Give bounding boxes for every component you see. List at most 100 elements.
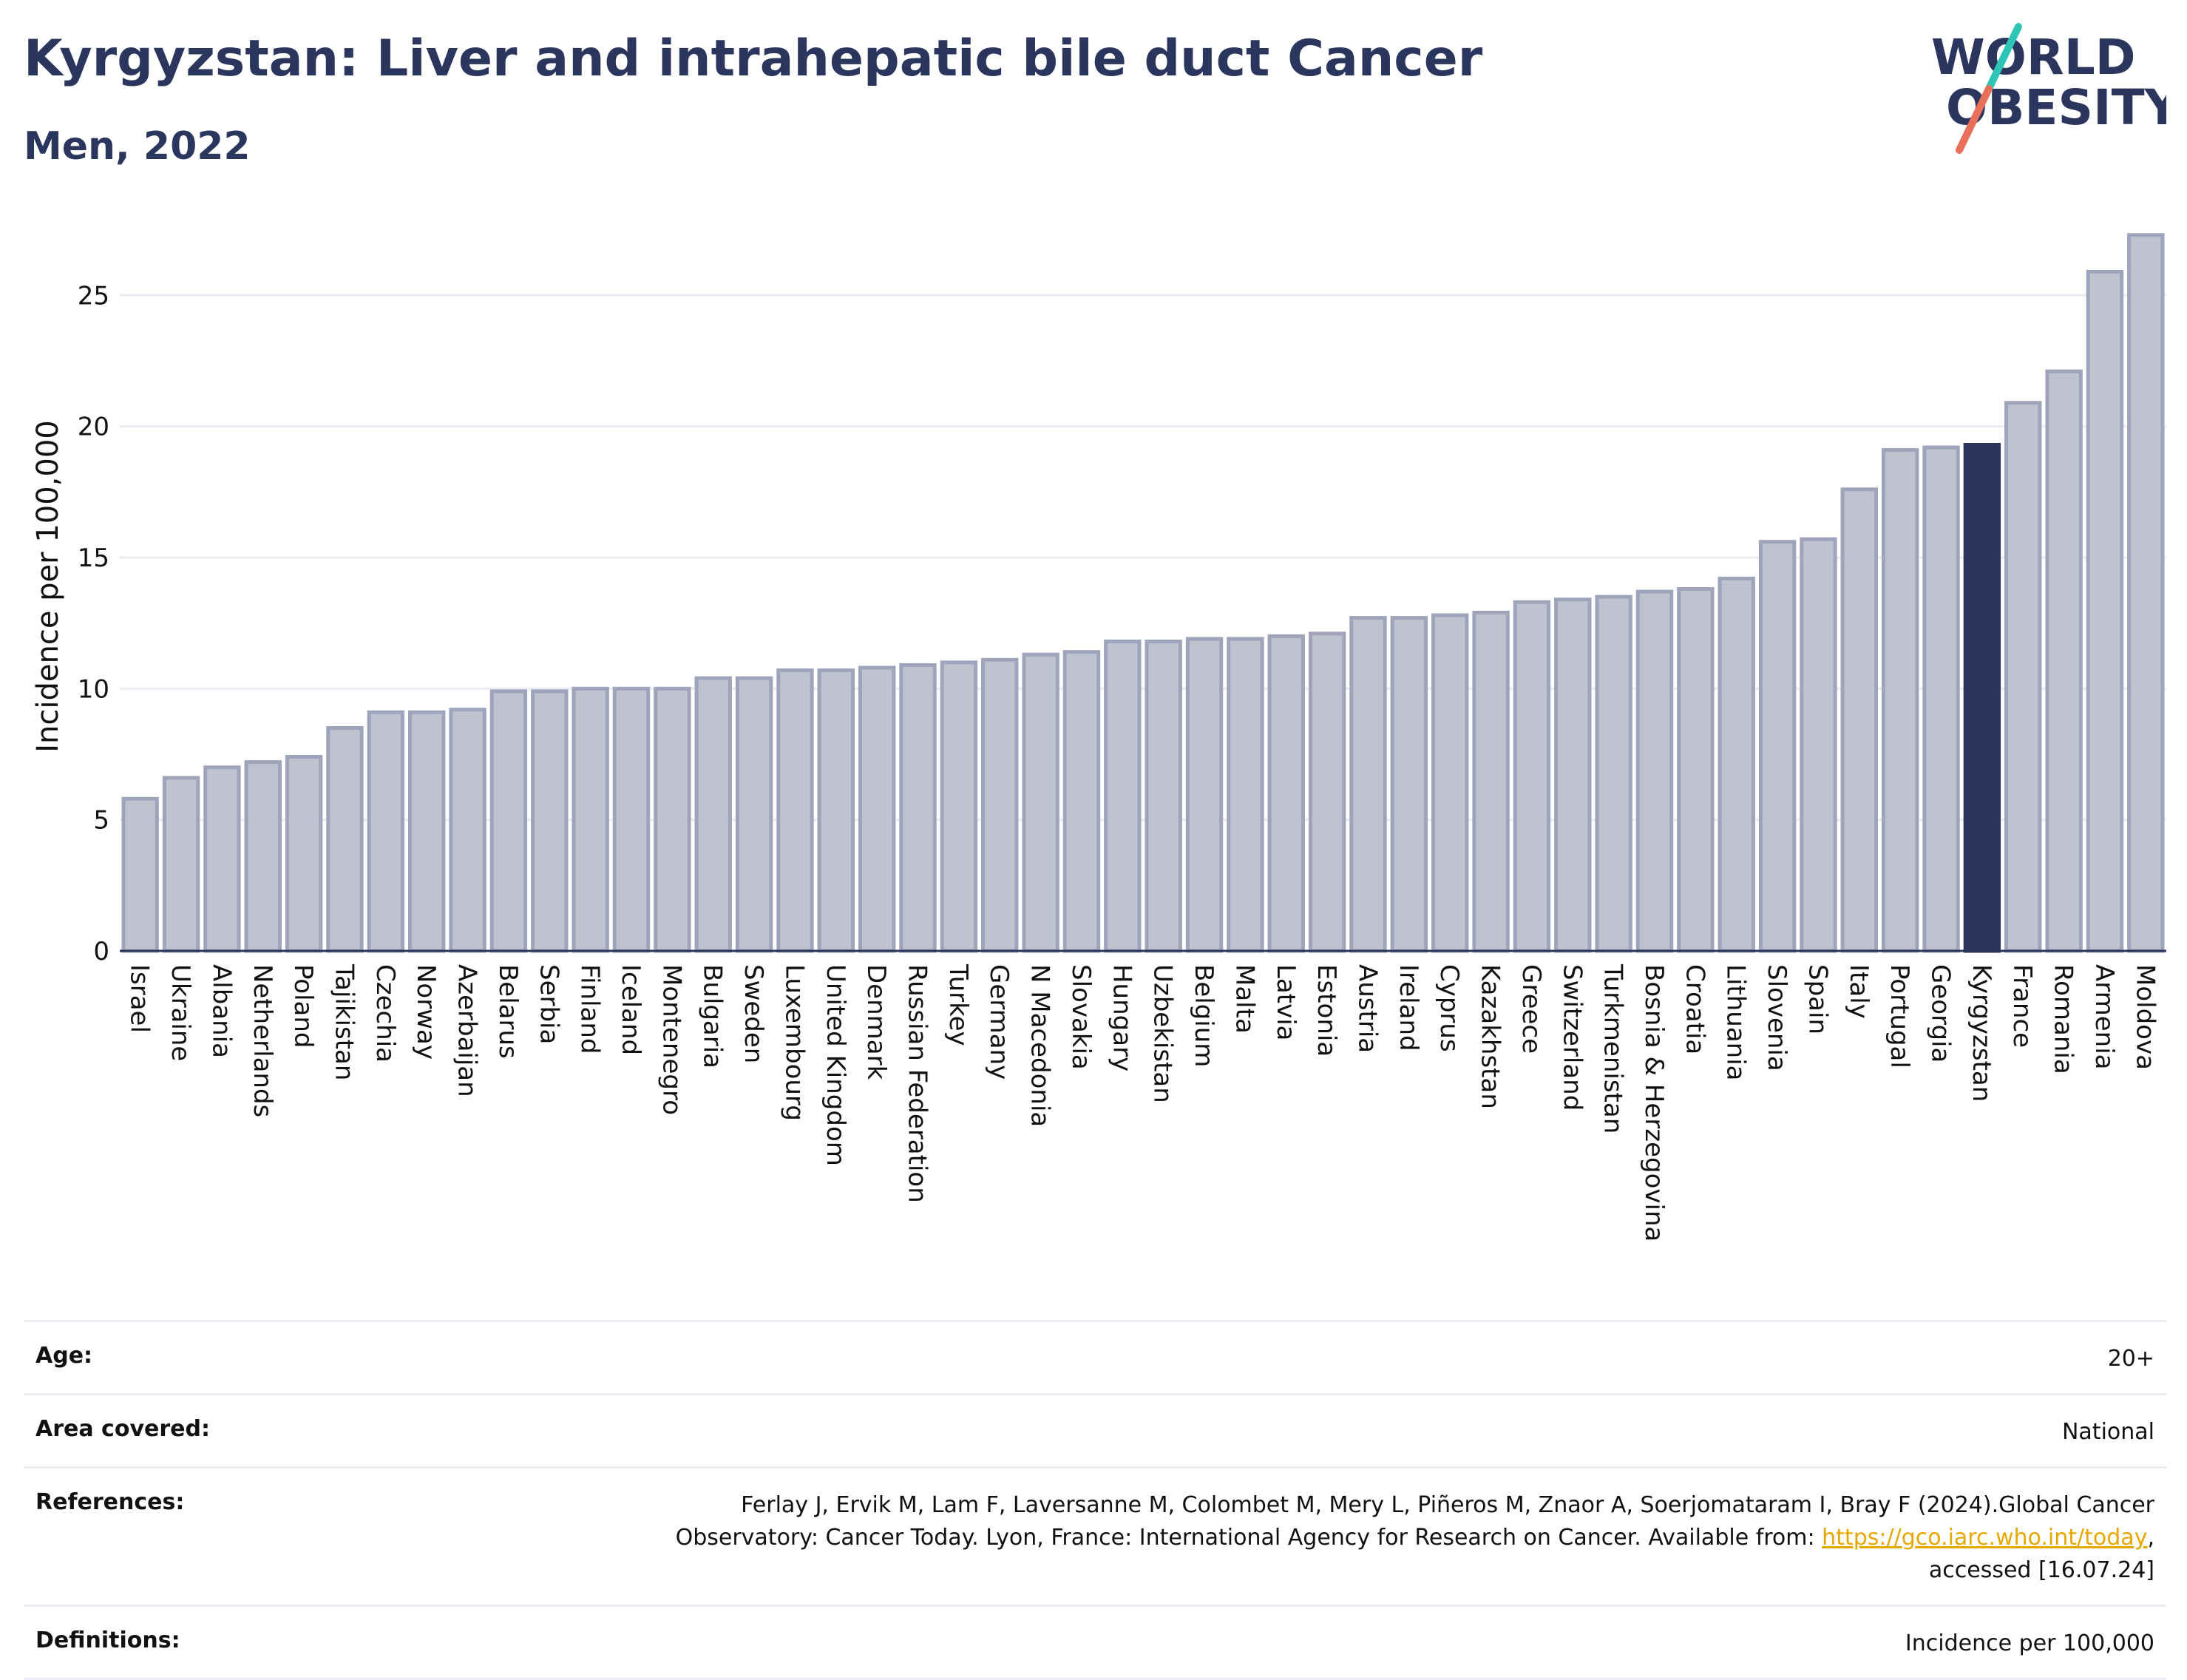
bar-poland <box>285 755 323 953</box>
y-axis-ticks: 0 5 10 15 20 25 <box>78 281 109 966</box>
x-tick-label: Ireland <box>1394 964 1423 1051</box>
x-tick-label: Austria <box>1352 964 1382 1053</box>
x-tick-label: Denmark <box>861 964 891 1080</box>
age-value: 20+ <box>2107 1346 2154 1372</box>
bar-denmark <box>858 665 896 953</box>
bar-moldova <box>2127 233 2165 953</box>
y-tick-label: 5 <box>93 806 109 836</box>
bar-latvia <box>1267 634 1305 953</box>
x-tick-label: Slovakia <box>1066 964 1096 1070</box>
bar-slovakia <box>1062 650 1101 953</box>
x-tick-label: Latvia <box>1271 964 1301 1041</box>
info-row-area: Area covered: National <box>24 1393 2166 1466</box>
x-tick-label: France <box>2007 964 2037 1048</box>
bar-azerbaijan <box>449 708 486 953</box>
x-tick-label: Slovenia <box>1762 964 1791 1071</box>
bar-malta <box>1227 637 1264 953</box>
bar-czechia <box>367 710 405 953</box>
area-value: National <box>2061 1419 2154 1445</box>
x-tick-label: Iceland <box>616 964 645 1055</box>
bar-ireland <box>1390 616 1428 953</box>
x-tick-label: Montenegro <box>657 964 686 1115</box>
x-tick-label: Turkey <box>943 963 973 1046</box>
y-tick-label: 0 <box>93 937 109 966</box>
bar-norway <box>408 710 446 953</box>
x-tick-label: Switzerland <box>1557 964 1587 1111</box>
logo-line-world: WORLD <box>1931 29 2136 86</box>
y-axis-title: Incidence per 100,000 <box>31 420 65 753</box>
x-tick-label: Spain <box>1803 964 1832 1034</box>
bar-montenegro <box>654 686 691 953</box>
y-tick-label: 10 <box>78 674 109 704</box>
x-tick-label: Lithuania <box>1721 964 1751 1080</box>
references-text-2: Observatory: Cancer Today. Lyon, France:… <box>675 1525 1822 1551</box>
x-tick-label: Germany <box>984 964 1014 1080</box>
x-tick-label: N Macedonia <box>1025 964 1055 1127</box>
bar-switzerland <box>1554 597 1592 953</box>
bar-germany <box>981 657 1019 953</box>
logo-slash-top <box>1985 23 2022 92</box>
x-tick-label: Romania <box>2049 964 2078 1074</box>
references-link[interactable]: https://gco.iarc.who.int/today <box>1822 1525 2148 1551</box>
bar-finland <box>572 686 609 953</box>
bar-chart: 0 5 10 15 20 25 Israel Ukraine Albania Netherlan… <box>31 233 2166 1242</box>
age-label: Age: <box>35 1343 93 1369</box>
bar-bulgaria <box>694 676 732 953</box>
x-tick-label: Ukraine <box>166 964 195 1061</box>
bar-albania <box>203 765 241 953</box>
x-tick-label: Sweden <box>739 964 768 1063</box>
chart-subtitle: Men, 2022 <box>24 124 251 169</box>
bar-turkey <box>940 660 978 953</box>
world-obesity-logo: WORLD OBESITY <box>1931 23 2166 154</box>
definitions-label: Definitions: <box>35 1628 180 1653</box>
x-tick-label: Turkmenistan <box>1598 963 1628 1134</box>
x-tick-label: Georgia <box>1926 964 1956 1063</box>
x-tick-label: Croatia <box>1680 964 1709 1054</box>
bar-tajikistan <box>326 726 364 953</box>
info-row-definitions: Definitions: Incidence per 100,000 <box>24 1605 2166 1680</box>
bar-uzbekistan <box>1145 639 1182 953</box>
x-tick-label: Albania <box>206 964 236 1058</box>
bar-hungary <box>1104 639 1142 953</box>
bar-luxembourg <box>776 668 814 953</box>
x-tick-label: Serbia <box>534 964 563 1044</box>
area-label: Area covered: <box>35 1416 210 1442</box>
bar-spain <box>1800 537 1837 953</box>
references-text-1: Ferlay J, Ervik M, Lam F, Laversanne M, … <box>741 1492 2154 1518</box>
y-tick-label: 20 <box>78 413 109 442</box>
x-tick-label: Azerbaijan <box>452 964 482 1097</box>
bar-turkmenistan <box>1595 595 1632 953</box>
bar-belgium <box>1185 637 1224 953</box>
y-tick-label: 15 <box>78 543 109 573</box>
x-tick-label: Hungary <box>1107 964 1136 1071</box>
x-tick-label: United Kingdom <box>821 964 850 1166</box>
x-tick-label: Bulgaria <box>698 964 728 1068</box>
x-tick-label: Czechia <box>370 964 400 1063</box>
bar-greece <box>1513 600 1551 953</box>
info-table: Age: 20+ Area covered: National Referenc… <box>24 1320 2166 1680</box>
x-tick-label: Russian Federation <box>903 964 932 1203</box>
references-value: Ferlay J, Ervik M, Lam F, Laversanne M, … <box>676 1489 2154 1587</box>
logo-slash-bottom <box>1956 85 1993 154</box>
x-tick-label: Poland <box>288 964 318 1049</box>
y-tick-label: 25 <box>78 281 109 311</box>
bar-cyprus <box>1431 613 1469 953</box>
bar-croatia <box>1677 587 1715 953</box>
x-tick-label: Netherlands <box>248 964 277 1117</box>
bar-georgia <box>1922 445 1960 953</box>
x-tick-label: Kazakhstan <box>1476 964 1505 1109</box>
x-tick-label: Malta <box>1230 964 1259 1034</box>
bar-kazakhstan <box>1472 610 1510 953</box>
bar-france <box>2004 401 2042 953</box>
x-axis-labels: Israel Ukraine Albania Netherlands Poland Taj… <box>125 963 2160 1242</box>
bar-bosnia-herzegovina <box>1635 589 1674 953</box>
info-row-age: Age: 20+ <box>24 1320 2166 1393</box>
bar-lithuania <box>1718 576 1755 953</box>
bar-portugal <box>1881 448 1919 953</box>
bar-estonia <box>1308 631 1346 953</box>
x-tick-label: Tajikistan <box>329 963 359 1080</box>
bar-austria <box>1349 616 1387 953</box>
x-tick-label: Israel <box>125 964 155 1033</box>
bar-ukraine <box>162 776 200 953</box>
bar-iceland <box>612 686 651 953</box>
